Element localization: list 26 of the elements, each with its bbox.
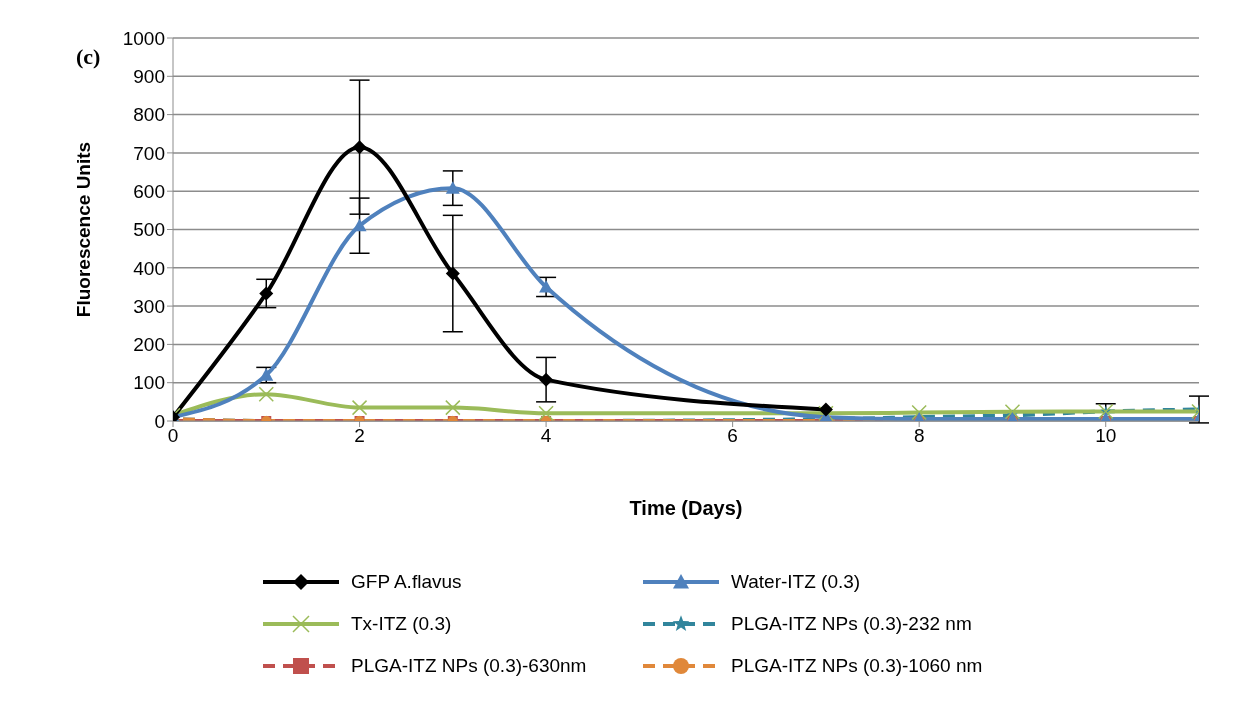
legend-label: PLGA-ITZ NPs (0.3)-1060 nm [731,655,983,677]
y-tick-label: 800 [133,104,165,126]
x-tick-label: 0 [167,425,179,447]
x-tick-label: 10 [1095,425,1117,447]
y-tick-label: 1000 [122,27,165,49]
x-tick-label: 8 [913,425,925,447]
chart-title: (c) [76,44,101,70]
legend-label: GFP A.flavus [351,571,462,593]
y-tick-label: 0 [154,410,165,432]
legend-label: Water-ITZ (0.3) [731,571,861,593]
y-tick-label: 400 [133,257,165,279]
legend-label: Tx-ITZ (0.3) [351,613,452,635]
legend-label: PLGA-ITZ NPs (0.3)-232 nm [731,613,972,635]
x-tick-label: 2 [354,425,365,447]
y-tick-label: 100 [133,372,165,394]
y-tick-label: 300 [133,295,165,317]
x-axis-title: Time (Days) [629,497,743,520]
y-tick-label: 700 [133,142,165,164]
y-tick-label: 600 [133,180,165,202]
x-tick-label: 6 [727,425,738,447]
x-tick-label: 4 [540,425,552,447]
y-tick-label: 900 [133,66,165,88]
y-axis-title: Fluorescence Units [72,141,94,318]
y-tick-label: 200 [133,334,165,356]
legend-label: PLGA-ITZ NPs (0.3)-630nm [351,655,587,677]
y-tick-label: 500 [133,219,165,241]
